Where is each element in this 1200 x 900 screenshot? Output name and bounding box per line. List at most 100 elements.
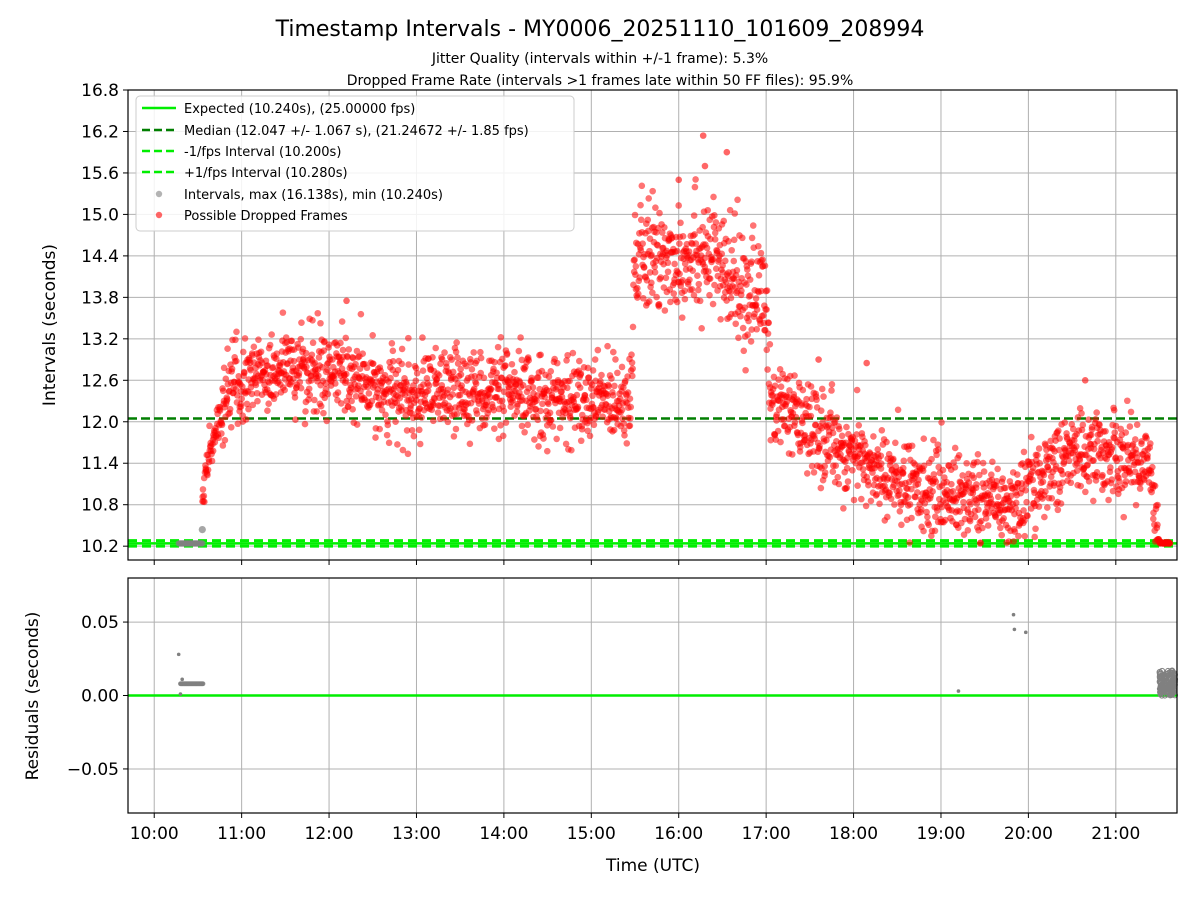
dropped-frame-point: [786, 387, 793, 394]
dropped-frame-point: [829, 429, 837, 437]
dropped-frame-point: [199, 486, 207, 493]
x-tick-label: 12:00: [305, 824, 354, 844]
dropped-frame-point: [539, 400, 546, 408]
dropped-frame-point: [243, 400, 251, 408]
dropped-frame-point: [732, 272, 740, 279]
dropped-frame-point: [688, 286, 696, 293]
dropped-frame-point: [352, 393, 360, 400]
dropped-frame-point: [977, 539, 984, 547]
dropped-frame-point: [815, 356, 822, 363]
dropped-frame-point: [989, 458, 996, 466]
dropped-frame-point: [454, 354, 461, 361]
dropped-frame-point: [497, 422, 504, 429]
dropped-frame-point: [339, 346, 347, 354]
dropped-frame-point: [689, 267, 697, 274]
dropped-frame-point: [748, 258, 755, 266]
dropped-frame-point: [704, 206, 712, 214]
dropped-frame-point: [308, 351, 316, 359]
dropped-frame-point: [712, 265, 720, 273]
dropped-frame-point: [1117, 425, 1125, 433]
dropped-frame-point: [245, 405, 252, 413]
dropped-frame-point: [499, 355, 506, 363]
dropped-frame-point: [204, 471, 211, 479]
dropped-frame-point: [694, 286, 702, 294]
dropped-frame-point: [534, 416, 542, 424]
dropped-frame-point: [1112, 422, 1120, 430]
dropped-frame-point: [324, 390, 332, 398]
dropped-frame-point: [975, 506, 982, 513]
dropped-frame-point: [807, 383, 815, 390]
dropped-frame-point: [547, 368, 555, 375]
dropped-frame-point: [403, 380, 410, 388]
dropped-frame-point: [752, 295, 760, 302]
dropped-frame-point: [632, 263, 640, 270]
dropped-frame-point: [982, 515, 990, 522]
dropped-frame-point: [218, 430, 225, 437]
dropped-frame-point: [416, 440, 424, 448]
dropped-frame-point: [753, 306, 761, 313]
dropped-frame-point: [419, 334, 426, 341]
dropped-frame-point: [640, 263, 648, 271]
dropped-frame-point: [226, 405, 234, 413]
dropped-frame-point: [884, 513, 891, 521]
dropped-frame-point: [896, 487, 903, 494]
dropped-frame-point: [302, 349, 310, 357]
dropped-frame-point: [296, 378, 304, 386]
residual-point: [1169, 680, 1176, 688]
dropped-frame-point: [405, 361, 412, 368]
dropped-frame-point: [843, 484, 851, 492]
dropped-frame-point: [806, 403, 813, 411]
top-y-tick-label: 10.2: [81, 537, 119, 557]
dropped-frame-point: [331, 380, 339, 387]
dropped-frame-point: [920, 527, 927, 535]
dropped-frame-point: [694, 272, 701, 279]
dropped-frame-point: [760, 312, 767, 319]
chart-title: Timestamp Intervals - MY0006_20251110_10…: [275, 17, 925, 42]
residual-point: [187, 681, 191, 686]
dropped-frame-point: [528, 377, 536, 384]
dropped-frame-point: [201, 498, 208, 506]
dropped-frame-point: [424, 387, 432, 395]
dropped-frame-point: [497, 334, 505, 341]
dropped-frame-point: [503, 350, 511, 357]
bottom-panel: 10:00 11:00 12:00 13:00 14:00 15:00 16:00 17:00…: [23, 577, 1179, 876]
dropped-frame-point: [664, 268, 672, 276]
dropped-frame-point: [966, 517, 974, 525]
dropped-frame-point: [533, 397, 540, 404]
dropped-frame-point: [799, 419, 806, 427]
dropped-frame-point: [466, 440, 474, 448]
dropped-frame-point: [1082, 488, 1089, 496]
dropped-frame-point: [773, 417, 780, 424]
dropped-frame-point: [691, 231, 698, 238]
dropped-frame-point: [727, 294, 735, 302]
dropped-frame-point: [1094, 437, 1101, 445]
dropped-frame-point: [1084, 461, 1091, 469]
dropped-frame-point: [906, 539, 913, 546]
dropped-frame-point: [1102, 427, 1109, 435]
dropped-frame-point: [511, 368, 518, 376]
dropped-frame-point: [699, 132, 707, 139]
dropped-frame-point: [432, 344, 439, 352]
dropped-frame-point: [405, 334, 412, 342]
dropped-frame-point: [755, 242, 762, 250]
top-y-tick-label: 13.8: [81, 288, 119, 308]
dropped-frame-point: [967, 500, 974, 508]
dropped-frame-point: [1065, 457, 1073, 465]
dropped-frame-point: [315, 372, 322, 380]
dropped-frame-point: [529, 384, 537, 391]
dropped-frame-point: [1081, 376, 1089, 384]
dropped-frame-point: [394, 441, 401, 448]
residual-point: [1168, 690, 1175, 697]
dropped-frame-point: [307, 377, 315, 384]
dropped-frame-point: [655, 301, 663, 308]
dropped-frame-point: [1078, 410, 1085, 417]
dropped-frame-point: [562, 440, 570, 448]
dropped-frame-point: [553, 359, 561, 367]
dropped-frame-point: [624, 389, 632, 396]
top-y-tick-label: 12.0: [81, 413, 119, 433]
dropped-frame-point: [892, 439, 899, 447]
dropped-frame-point: [931, 513, 939, 520]
dropped-frame-point: [1054, 427, 1062, 434]
dropped-frame-point: [355, 382, 362, 389]
dropped-frame-point: [515, 347, 523, 355]
